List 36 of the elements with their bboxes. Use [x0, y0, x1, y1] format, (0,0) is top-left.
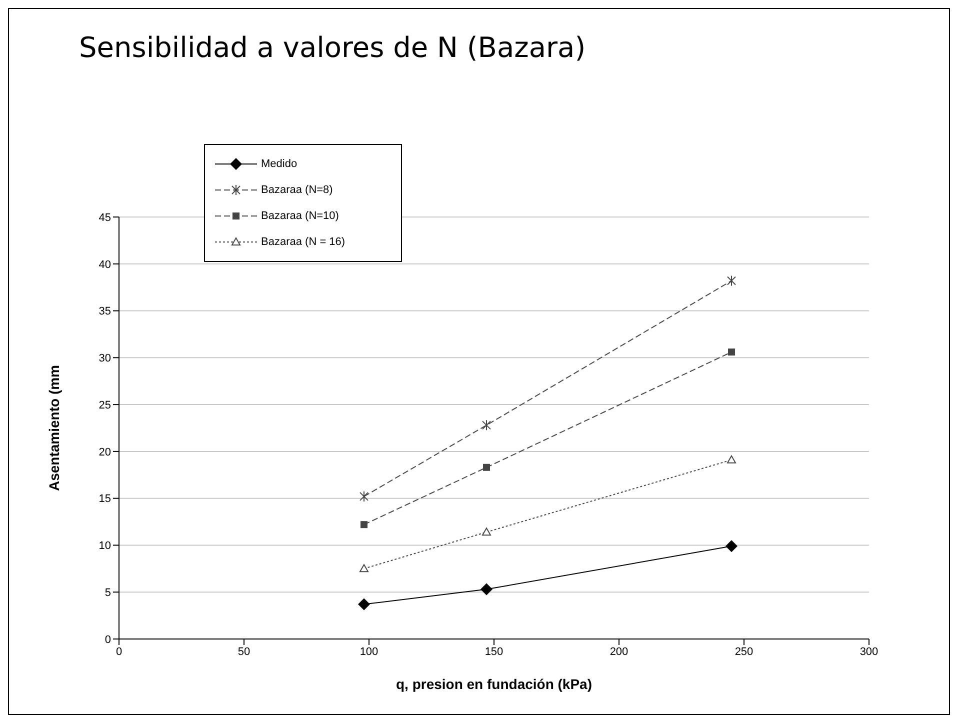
- x-tick-label: 0: [116, 646, 122, 658]
- x-tick-label: 100: [360, 646, 378, 658]
- y-tick-label: 5: [104, 587, 111, 600]
- y-tick-label: 0: [104, 634, 111, 646]
- x-axis-title: q, presion en fundación (kPa): [396, 676, 592, 692]
- x-tick-label: 300: [860, 646, 878, 658]
- y-tick-label: 30: [98, 352, 111, 365]
- y-tick-label: 45: [98, 212, 111, 224]
- y-tick-label: 10: [98, 540, 111, 552]
- point: [482, 528, 491, 536]
- y-tick-label: 40: [98, 258, 111, 271]
- legend-label: Bazaraa (N=10): [261, 209, 339, 224]
- x-tick-label: 50: [238, 646, 250, 658]
- y-tick-label: 25: [98, 399, 111, 412]
- chart-title: Sensibilidad a valores de N (Bazara): [79, 31, 586, 64]
- x-tick-label: 200: [610, 646, 628, 658]
- point: [360, 521, 368, 528]
- point: [480, 583, 492, 596]
- point: [726, 540, 738, 552]
- point: [482, 420, 491, 431]
- point: [728, 348, 735, 356]
- point: [727, 275, 736, 286]
- x-tick-label: 150: [484, 646, 504, 658]
- legend-label: Bazaraa (N = 16): [261, 235, 346, 250]
- point: [358, 598, 370, 610]
- y-tick-label: 20: [98, 446, 111, 458]
- y-axis-title: Asentamiento (mm: [46, 364, 62, 492]
- point: [360, 564, 368, 572]
- point: [483, 464, 490, 471]
- x-tick-label: 250: [734, 646, 754, 658]
- legend-label: Bazaraa (N=8): [261, 183, 333, 198]
- point: [360, 490, 368, 502]
- point: [727, 455, 736, 464]
- y-tick-label: 35: [98, 306, 111, 318]
- y-tick-label: 15: [98, 493, 111, 506]
- legend-label: Medido: [261, 157, 298, 172]
